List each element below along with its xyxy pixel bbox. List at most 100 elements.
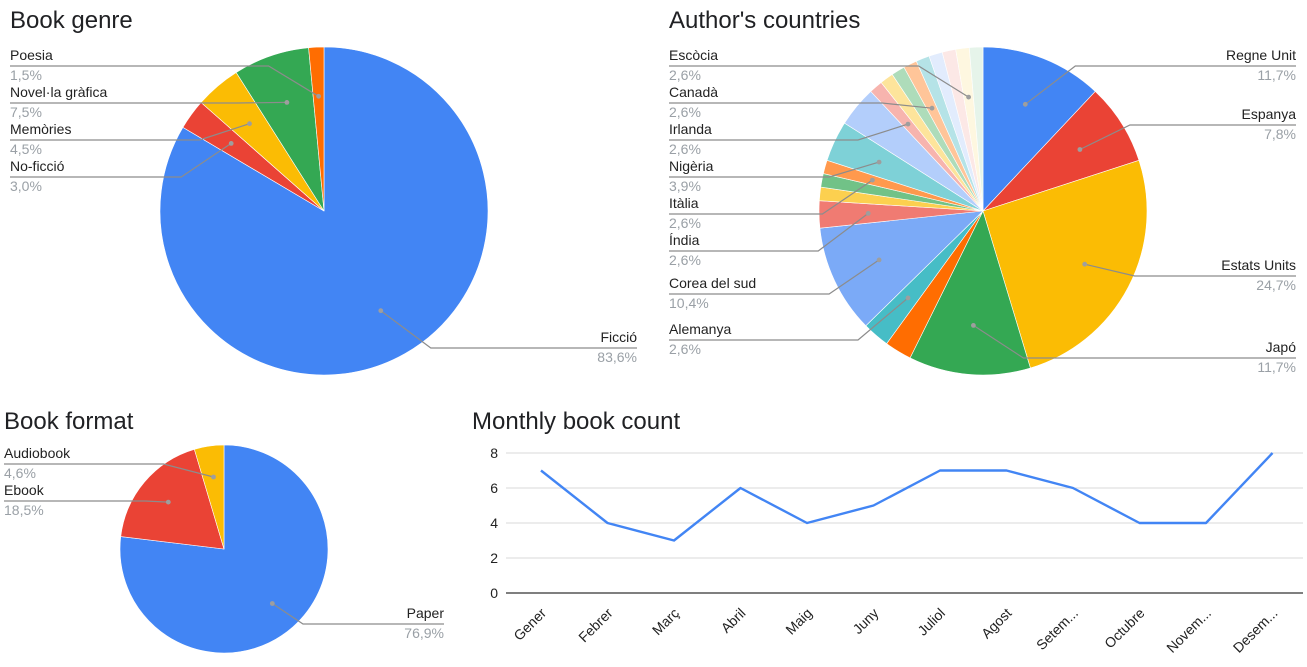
y-tick-label-6: 6 <box>490 480 498 496</box>
countries-corea-del-sud-leader-line <box>669 259 880 295</box>
countries-slice-corea-del-sud <box>819 210 984 327</box>
genre-chart-title: Book genre <box>10 7 133 34</box>
format-audiobook-label: Audiobook <box>4 445 71 461</box>
genre-novel-la-grafica-label: Novel·la gràfica <box>10 84 107 100</box>
genre-ficcio-percent: 83,6% <box>597 349 637 365</box>
format-audiobook-percent: 4,6% <box>4 465 36 481</box>
genre-no-ficcio-percent: 3,0% <box>10 178 42 194</box>
countries-regne-unit-percent: 11,7% <box>1257 67 1296 83</box>
countries-irlanda-leader-line <box>669 123 909 141</box>
countries-nigeria-percent: 3,9% <box>669 178 701 194</box>
countries-canada-leader-line <box>669 102 933 109</box>
format-paper-label: Paper <box>407 605 445 621</box>
genre-slice-ficcio <box>159 46 489 376</box>
countries-estats-units-percent: 24,7% <box>1256 277 1296 293</box>
genre-slice-poesia <box>308 46 325 212</box>
x-tick-label-marc: Març <box>649 605 682 638</box>
x-tick-label-febrer: Febrer <box>575 605 616 646</box>
format-chart-title: Book format <box>4 408 134 435</box>
countries-canada-label: Canadà <box>669 84 718 100</box>
countries-japo-percent: 11,7% <box>1257 359 1296 375</box>
countries-escocia-leader-dot <box>966 94 971 100</box>
countries-slice-japo <box>909 210 1031 376</box>
format-paper-leader-line <box>271 603 444 625</box>
countries-italia-label: Itàlia <box>669 195 699 211</box>
genre-pie-chart: Ficció 83,6% No-ficció 3,0% Memòries 4,5% Nove… <box>10 46 637 376</box>
countries-estats-units-leader-line <box>1084 263 1296 277</box>
countries-canada-percent: 2,6% <box>669 104 701 120</box>
format-paper-leader-dot <box>269 601 275 606</box>
countries-espanya-leader-dot <box>1077 147 1083 152</box>
x-tick-label-desem: Desem... <box>1230 605 1281 656</box>
countries-corea-del-sud-label: Corea del sud <box>669 275 756 291</box>
countries-irlanda-leader-dot <box>905 121 911 127</box>
monthly-series-line <box>540 452 1274 542</box>
countries-nigeria-leader-dot <box>876 159 882 165</box>
countries-espanya-percent: 7,8% <box>1264 126 1296 142</box>
countries-pie-chart: Regne Unit 11,7% Espanya 7,8% Estats Units 24… <box>669 46 1297 376</box>
countries-india-leader-line <box>669 212 869 252</box>
genre-ficcio-label: Ficció <box>600 329 637 345</box>
countries-estats-units-leader-dot <box>1082 261 1088 267</box>
genre-poesia-leader-dot <box>316 93 321 99</box>
countries-espanya-label: Espanya <box>1242 106 1297 122</box>
y-tick-label-8: 8 <box>490 445 498 461</box>
countries-irlanda-percent: 2,6% <box>669 141 701 157</box>
countries-corea-del-sud-leader-dot <box>876 257 882 263</box>
genre-memories-leader-line <box>10 123 250 141</box>
countries-escocia-percent: 2,6% <box>669 67 701 83</box>
countries-estats-units-label: Estats Units <box>1221 257 1296 273</box>
countries-nigeria-leader-line <box>669 161 880 178</box>
genre-poesia-percent: 1,5% <box>10 67 42 83</box>
countries-alemanya-label: Alemanya <box>669 321 731 337</box>
countries-india-percent: 2,6% <box>669 252 701 268</box>
genre-poesia-label: Poesia <box>10 47 53 63</box>
format-pie-chart: Paper 76,9% Ebook 18,5% Audiobook 4,6% <box>4 444 445 654</box>
countries-corea-del-sud-percent: 10,4% <box>669 295 709 311</box>
countries-japo-label: Japó <box>1266 339 1297 355</box>
countries-alemanya-leader-line <box>669 297 909 341</box>
x-tick-label-agost: Agost <box>978 605 1015 642</box>
monthly-chart-title: Monthly book count <box>472 408 680 435</box>
countries-regne-unit-leader-dot <box>1022 101 1028 107</box>
genre-memories-label: Memòries <box>10 121 71 137</box>
y-tick-label-4: 4 <box>490 515 498 531</box>
countries-chart-title: Author's countries <box>669 7 860 34</box>
y-tick-label-2: 2 <box>490 550 498 566</box>
countries-india-label: Índia <box>669 232 700 248</box>
countries-regne-unit-leader-line <box>1024 65 1296 105</box>
format-paper-percent: 76,9% <box>404 625 444 641</box>
x-tick-label-octubre: Octubre <box>1101 605 1148 652</box>
genre-no-ficcio-label: No-ficció <box>10 158 65 174</box>
x-tick-label-novem: Novem... <box>1163 605 1214 656</box>
genre-novel-la-grafica-leader-dot <box>284 100 290 105</box>
genre-memories-leader-dot <box>247 121 252 127</box>
x-tick-label-gener: Gener <box>510 605 549 644</box>
format-ebook-percent: 18,5% <box>4 502 44 518</box>
genre-novel-la-grafica-leader-line <box>10 101 287 104</box>
genre-poesia-leader-line <box>10 65 319 97</box>
genre-novel-la-grafica-percent: 7,5% <box>10 104 42 120</box>
x-tick-label-juliol: Juliol <box>914 605 948 639</box>
x-tick-label-maig: Maig <box>782 605 815 638</box>
countries-nigeria-label: Nigèria <box>669 158 714 174</box>
format-ebook-leader-dot <box>165 499 171 505</box>
countries-alemanya-leader-dot <box>905 295 911 301</box>
genre-no-ficcio-leader-line <box>10 142 232 178</box>
countries-india-leader-dot <box>865 211 871 216</box>
genre-no-ficcio-leader-dot <box>228 141 234 146</box>
countries-escocia-leader-line <box>669 65 969 98</box>
format-ebook-label: Ebook <box>4 482 45 498</box>
genre-ficcio-leader-line <box>380 310 637 349</box>
format-audiobook-leader-dot <box>211 474 216 480</box>
format-slice-ebook <box>120 448 225 550</box>
countries-japo-leader-line <box>973 324 1296 359</box>
countries-irlanda-label: Irlanda <box>669 121 712 137</box>
format-audiobook-leader-line <box>4 463 214 478</box>
countries-alemanya-percent: 2,6% <box>669 341 701 357</box>
countries-italia-percent: 2,6% <box>669 215 701 231</box>
countries-japo-leader-dot <box>971 323 976 328</box>
countries-slice-regne-unit <box>982 46 1096 212</box>
x-tick-label-setem: Setem... <box>1033 605 1081 653</box>
countries-italia-leader-dot <box>870 177 875 183</box>
